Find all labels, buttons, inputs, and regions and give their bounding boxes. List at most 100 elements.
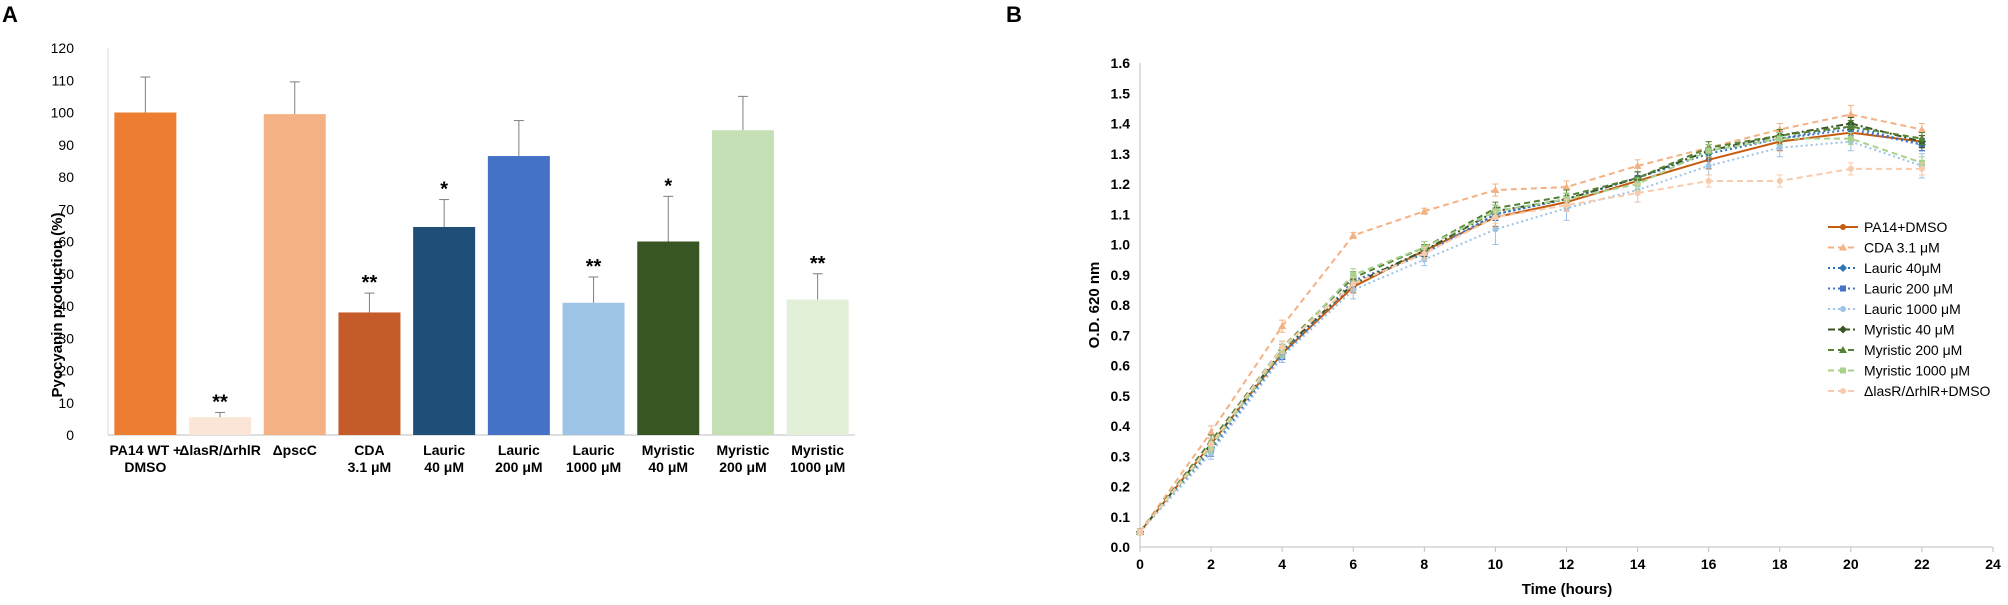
line-point-triangle (1846, 110, 1855, 118)
line-chart-y-tick-label: 0.6 (1111, 358, 1131, 374)
line-chart-x-tick-label: 16 (1701, 556, 1717, 572)
line-point-circle (1563, 202, 1570, 209)
line-point-circle (1776, 177, 1783, 184)
line-chart-x-tick-label: 12 (1559, 556, 1575, 572)
line-series-path (1139, 128, 1923, 533)
bar-4 (338, 312, 401, 435)
line-point-square (1350, 271, 1357, 278)
line-chart-y-tick-label: 1.1 (1111, 206, 1131, 222)
line-series-8 (1137, 132, 1925, 536)
bar-category-label: CDA (354, 442, 384, 458)
line-chart-x-tick-label: 6 (1349, 556, 1357, 572)
bar-chart-y-tick-label: 10 (58, 395, 74, 411)
line-point-circle (1137, 528, 1143, 535)
line-point-triangle (1562, 183, 1571, 191)
legend-entry-label: Lauric 1000 μM (1864, 301, 1961, 317)
line-chart-y-tick-label: 0.5 (1111, 388, 1131, 404)
line-chart-y-tick-label: 0.1 (1111, 509, 1131, 525)
bar-category-label: Myristic (791, 442, 844, 458)
line-series-path (1139, 140, 1923, 533)
legend-entry-label: ΔlasR/ΔrhlR+DMSO (1864, 383, 1991, 399)
line-point-square (1705, 147, 1712, 154)
bar-chart-y-axis-title: Pyocyanin production (%) (49, 212, 66, 397)
line-series-path (1139, 125, 1923, 533)
bar-chart-y-tick-label: 70 (58, 201, 74, 217)
bar-significance-marker: * (440, 179, 448, 201)
bar-category-label-line2: 200 μM (719, 459, 766, 475)
line-point-square (1840, 367, 1846, 374)
legend-entry-label: Myristic 1000 μM (1864, 363, 1970, 379)
line-point-circle (1776, 144, 1783, 151)
line-chart-x-tick-label: 2 (1207, 556, 1215, 572)
line-series-9 (1137, 162, 1925, 536)
bar-significance-marker: * (664, 175, 672, 197)
line-point-diamond (1839, 264, 1847, 272)
line-chart-x-tick-label: 24 (1985, 556, 2001, 572)
line-series-3 (1136, 119, 1926, 536)
legend-entry-label: CDA 3.1 μM (1864, 240, 1940, 256)
bar-significance-marker: ** (362, 272, 378, 294)
legend-entry-label: PA14+DMSO (1864, 219, 1947, 235)
line-chart-y-tick-label: 1.4 (1111, 116, 1131, 132)
bar-10 (786, 299, 849, 435)
line-chart-y-tick-label: 1.5 (1111, 85, 1131, 101)
line-point-circle (1279, 344, 1286, 351)
bar-category-label: Lauric (423, 442, 465, 458)
line-chart-growth: O.D. 620 nm Time (hours) 0.0 0.1 0.2 0.3 0.4… (1086, 55, 2001, 598)
line-point-triangle (1917, 134, 1926, 142)
bar-category-label: Lauric (498, 442, 540, 458)
line-series-6 (1136, 116, 1926, 536)
line-chart-y-tick-label: 1.0 (1111, 237, 1131, 253)
line-point-circle (1421, 250, 1428, 257)
line-series-7 (1136, 119, 1926, 536)
bar-chart-y-tick-label: 60 (58, 234, 74, 250)
bar-category-label-line2: 40 μM (424, 459, 464, 475)
bar-category-label-line2: 1000 μM (790, 459, 845, 475)
line-point-square (1847, 135, 1854, 142)
line-point-triangle (1633, 161, 1642, 169)
line-point-triangle (1278, 322, 1287, 330)
line-point-circle (1350, 280, 1357, 287)
bar-category-label-line2: DMSO (124, 459, 166, 475)
line-series-2 (1136, 104, 1926, 536)
legend-entry-label: Lauric 40μM (1864, 260, 1941, 276)
bar-2 (189, 417, 252, 435)
line-point-triangle (1839, 243, 1847, 251)
bar-category-label-line2: 40 μM (648, 459, 688, 475)
bar-chart-y-tick-label: 80 (58, 169, 74, 185)
line-series-path (1139, 131, 1923, 533)
line-point-circle (1634, 190, 1641, 197)
line-chart-x-tick-label: 4 (1278, 556, 1286, 572)
bar-chart-y-tick-label: 120 (51, 40, 75, 56)
line-chart-x-tick-label: 18 (1772, 556, 1788, 572)
line-series-4 (1137, 123, 1925, 536)
bar-category-label: Myristic (716, 442, 769, 458)
line-point-circle (1840, 388, 1846, 394)
bar-5 (413, 226, 476, 435)
bar-chart-pyocyanin: Pyocyanin production (%) 0 10 20 30 40 50 60 70… (49, 40, 855, 475)
line-chart-y-tick-label: 0.3 (1111, 448, 1131, 464)
line-chart-y-tick-label: 0.4 (1111, 418, 1131, 434)
line-chart-x-tick-label: 8 (1420, 556, 1428, 572)
line-chart-y-tick-label: 1.6 (1111, 55, 1131, 71)
line-point-triangle (1207, 428, 1216, 436)
bar-chart-y-tick-label: 100 (51, 105, 75, 121)
bar-chart-y-tick-label: 20 (58, 363, 74, 379)
bar-category-label: Myristic (642, 442, 695, 458)
line-point-circle (1840, 306, 1846, 312)
line-point-triangle (1839, 346, 1847, 353)
line-point-circle (1705, 162, 1712, 169)
line-series-path (1139, 113, 1923, 533)
line-series-1 (1137, 123, 1925, 536)
line-series-5 (1137, 132, 1925, 536)
line-chart-x-tick-label: 0 (1136, 556, 1144, 572)
bar-significance-marker: ** (810, 253, 826, 275)
legend-entry-label: Myristic 40 μM (1864, 322, 1955, 338)
bar-chart-y-tick-label: 0 (66, 427, 74, 443)
panel-b-label: B (1006, 2, 1022, 27)
line-chart-x-tick-label: 10 (1488, 556, 1504, 572)
line-point-triangle (1349, 231, 1358, 239)
bar-6 (487, 156, 550, 435)
line-point-circle (1918, 165, 1925, 172)
line-chart-y-tick-label: 0.0 (1111, 539, 1131, 555)
